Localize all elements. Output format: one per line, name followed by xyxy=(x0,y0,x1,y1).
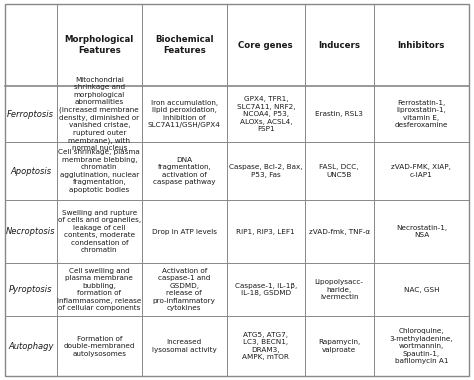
Text: Caspase-1, IL-1β,
IL-18, GSDMD: Caspase-1, IL-1β, IL-18, GSDMD xyxy=(235,283,297,296)
Text: Drop in ATP levels: Drop in ATP levels xyxy=(152,229,217,235)
Text: ATG5, ATG7,
LC3, BECN1,
DRAM3,
AMPK, mTOR: ATG5, ATG7, LC3, BECN1, DRAM3, AMPK, mTO… xyxy=(242,332,289,361)
Text: Biochemical
Features: Biochemical Features xyxy=(155,35,213,55)
Text: zVAD-FMK, XIAP,
c-IAP1: zVAD-FMK, XIAP, c-IAP1 xyxy=(392,164,451,178)
Text: Pyroptosis: Pyroptosis xyxy=(9,285,53,294)
Text: FASL, DCC,
UNC5B: FASL, DCC, UNC5B xyxy=(319,164,359,178)
Text: Cell shrinkage, plasma
membrane blebbing,
chromatin
agglutination, nuclear
fragm: Cell shrinkage, plasma membrane blebbing… xyxy=(58,149,140,193)
Text: Formation of
double-membraned
autolysosomes: Formation of double-membraned autolysoso… xyxy=(64,336,135,357)
Text: Inducers: Inducers xyxy=(318,41,360,50)
Text: Necroptosis: Necroptosis xyxy=(6,227,55,236)
Text: Inhibitors: Inhibitors xyxy=(398,41,445,50)
Text: Morphological
Features: Morphological Features xyxy=(64,35,134,55)
Text: RIP1, RIP3, LEF1: RIP1, RIP3, LEF1 xyxy=(237,229,295,235)
Text: Swelling and rupture
of cells and organelles,
leakage of cell
contents, moderate: Swelling and rupture of cells and organe… xyxy=(58,210,141,253)
Text: NAC, GSH: NAC, GSH xyxy=(403,287,439,293)
Text: Cell swelling and
plasma membrane
bubbling,
formation of
inflammasome, release
o: Cell swelling and plasma membrane bubbli… xyxy=(57,268,141,311)
Text: Erastin, RSL3: Erastin, RSL3 xyxy=(315,111,363,117)
Text: Iron accumulation,
lipid peroxidation,
inhibition of
SLC7A11/GSH/GPX4: Iron accumulation, lipid peroxidation, i… xyxy=(148,100,221,128)
Text: Apoptosis: Apoptosis xyxy=(10,166,51,176)
Text: Increased
lysosomal activity: Increased lysosomal activity xyxy=(152,339,217,353)
Text: Chloroquine,
3-methyladenine,
wortmannin,
Spautin-1,
bafilomycin A1: Chloroquine, 3-methyladenine, wortmannin… xyxy=(390,328,453,364)
Text: Mitochondrial
shrinkage and
morphological
abnormalities
(increased membrane
dens: Mitochondrial shrinkage and morphologica… xyxy=(59,77,139,151)
Text: Rapamycin,
valproate: Rapamycin, valproate xyxy=(318,339,360,353)
Text: DNA
fragmentation,
activation of
caspase pathway: DNA fragmentation, activation of caspase… xyxy=(153,157,216,185)
Text: Necrostatin-1,
NSA: Necrostatin-1, NSA xyxy=(396,225,447,239)
Text: GPX4, TFR1,
SLC7A11, NRF2,
NCOA4, P53,
ALOXs, ACSL4,
FSP1: GPX4, TFR1, SLC7A11, NRF2, NCOA4, P53, A… xyxy=(237,96,295,132)
Text: Caspase, Bcl-2, Bax,
P53, Fas: Caspase, Bcl-2, Bax, P53, Fas xyxy=(229,164,302,178)
Text: Core genes: Core genes xyxy=(238,41,293,50)
Text: zVAD-fmk, TNF-α: zVAD-fmk, TNF-α xyxy=(309,229,370,235)
Text: Ferroptosis: Ferroptosis xyxy=(7,109,54,119)
Text: Ferrostatin-1,
liproxstatin-1,
vitamin E,
desferoxamine: Ferrostatin-1, liproxstatin-1, vitamin E… xyxy=(395,100,448,128)
Text: Lipopolysacc-
haride,
ivermectin: Lipopolysacc- haride, ivermectin xyxy=(315,279,364,300)
Text: Autophagy: Autophagy xyxy=(8,342,54,351)
Text: Activation of
caspase-1 and
GSDMD,
release of
pro-inflammatory
cytokines: Activation of caspase-1 and GSDMD, relea… xyxy=(153,268,216,311)
